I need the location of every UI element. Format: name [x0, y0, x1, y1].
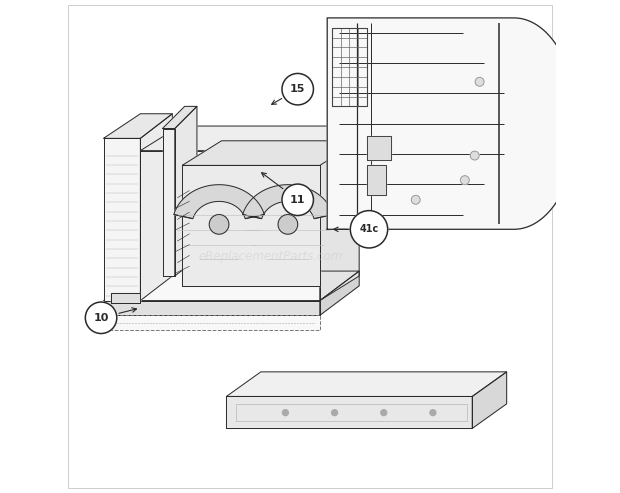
Polygon shape — [104, 301, 320, 316]
Polygon shape — [104, 114, 172, 139]
Polygon shape — [226, 396, 472, 428]
Text: 10: 10 — [94, 313, 108, 323]
Polygon shape — [140, 151, 320, 301]
Polygon shape — [366, 165, 386, 195]
Polygon shape — [327, 18, 577, 229]
Polygon shape — [242, 185, 333, 219]
Polygon shape — [104, 139, 140, 301]
Circle shape — [209, 214, 229, 234]
Text: 11: 11 — [290, 195, 306, 205]
Polygon shape — [366, 136, 391, 160]
Polygon shape — [320, 271, 359, 316]
Circle shape — [282, 73, 314, 105]
Polygon shape — [104, 271, 359, 301]
Text: 15: 15 — [290, 84, 306, 94]
Polygon shape — [320, 126, 359, 301]
Circle shape — [86, 302, 117, 334]
Polygon shape — [472, 372, 507, 428]
Circle shape — [461, 176, 469, 184]
Polygon shape — [111, 293, 140, 303]
Circle shape — [283, 410, 288, 416]
Polygon shape — [182, 141, 359, 165]
Circle shape — [430, 410, 436, 416]
Circle shape — [282, 184, 314, 215]
Text: eReplacementParts.com: eReplacementParts.com — [198, 250, 343, 263]
Polygon shape — [175, 106, 197, 276]
Polygon shape — [182, 165, 320, 286]
Polygon shape — [162, 106, 197, 129]
Polygon shape — [140, 114, 172, 301]
Polygon shape — [104, 316, 320, 330]
Circle shape — [411, 195, 420, 204]
Text: 41c: 41c — [360, 224, 379, 234]
Circle shape — [278, 214, 298, 234]
Polygon shape — [174, 185, 264, 219]
Polygon shape — [140, 126, 359, 151]
Circle shape — [475, 77, 484, 86]
Circle shape — [350, 211, 388, 248]
Circle shape — [332, 410, 337, 416]
Polygon shape — [226, 372, 507, 396]
Circle shape — [381, 410, 387, 416]
Circle shape — [470, 151, 479, 160]
Polygon shape — [162, 129, 175, 276]
